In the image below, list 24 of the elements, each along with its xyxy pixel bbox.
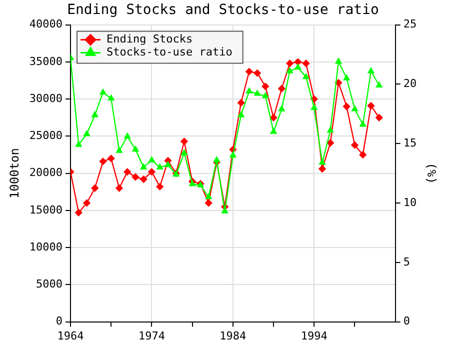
y-tick-label: 25000 — [29, 129, 63, 142]
legend-label: Ending Stocks — [106, 32, 193, 46]
y2-tick-label: 10 — [403, 196, 417, 209]
y-tick-label: 30000 — [29, 92, 63, 105]
y-tick-label: 10000 — [29, 240, 63, 254]
legend-label: Stocks-to-use ratio — [106, 46, 232, 59]
y-tick-label: 15000 — [29, 203, 63, 216]
y2-tick-label: 0 — [403, 314, 410, 328]
y-tick-label: 20000 — [29, 166, 63, 180]
x-tick-label: 1984 — [220, 329, 247, 342]
y-tick-label: 35000 — [29, 54, 63, 68]
y-tick-label: 0 — [56, 314, 63, 328]
y-tick-label: 5000 — [36, 278, 63, 291]
y2-tick-label: 5 — [403, 255, 410, 268]
y-axis-title: 1000ton — [7, 148, 22, 199]
x-tick-label: 1994 — [300, 329, 328, 342]
x-tick-label: 1974 — [138, 329, 166, 342]
y2-tick-label: 20 — [403, 77, 417, 90]
y2-tick-label: 15 — [403, 136, 417, 150]
chart-title: Ending Stocks and Stocks-to-use ratio — [67, 2, 379, 18]
y-tick-label: 40000 — [29, 18, 63, 31]
x-tick-label: 1964 — [57, 329, 84, 342]
y2-tick-label: 25 — [403, 18, 417, 31]
y2-axis-title: (%) — [424, 162, 439, 184]
